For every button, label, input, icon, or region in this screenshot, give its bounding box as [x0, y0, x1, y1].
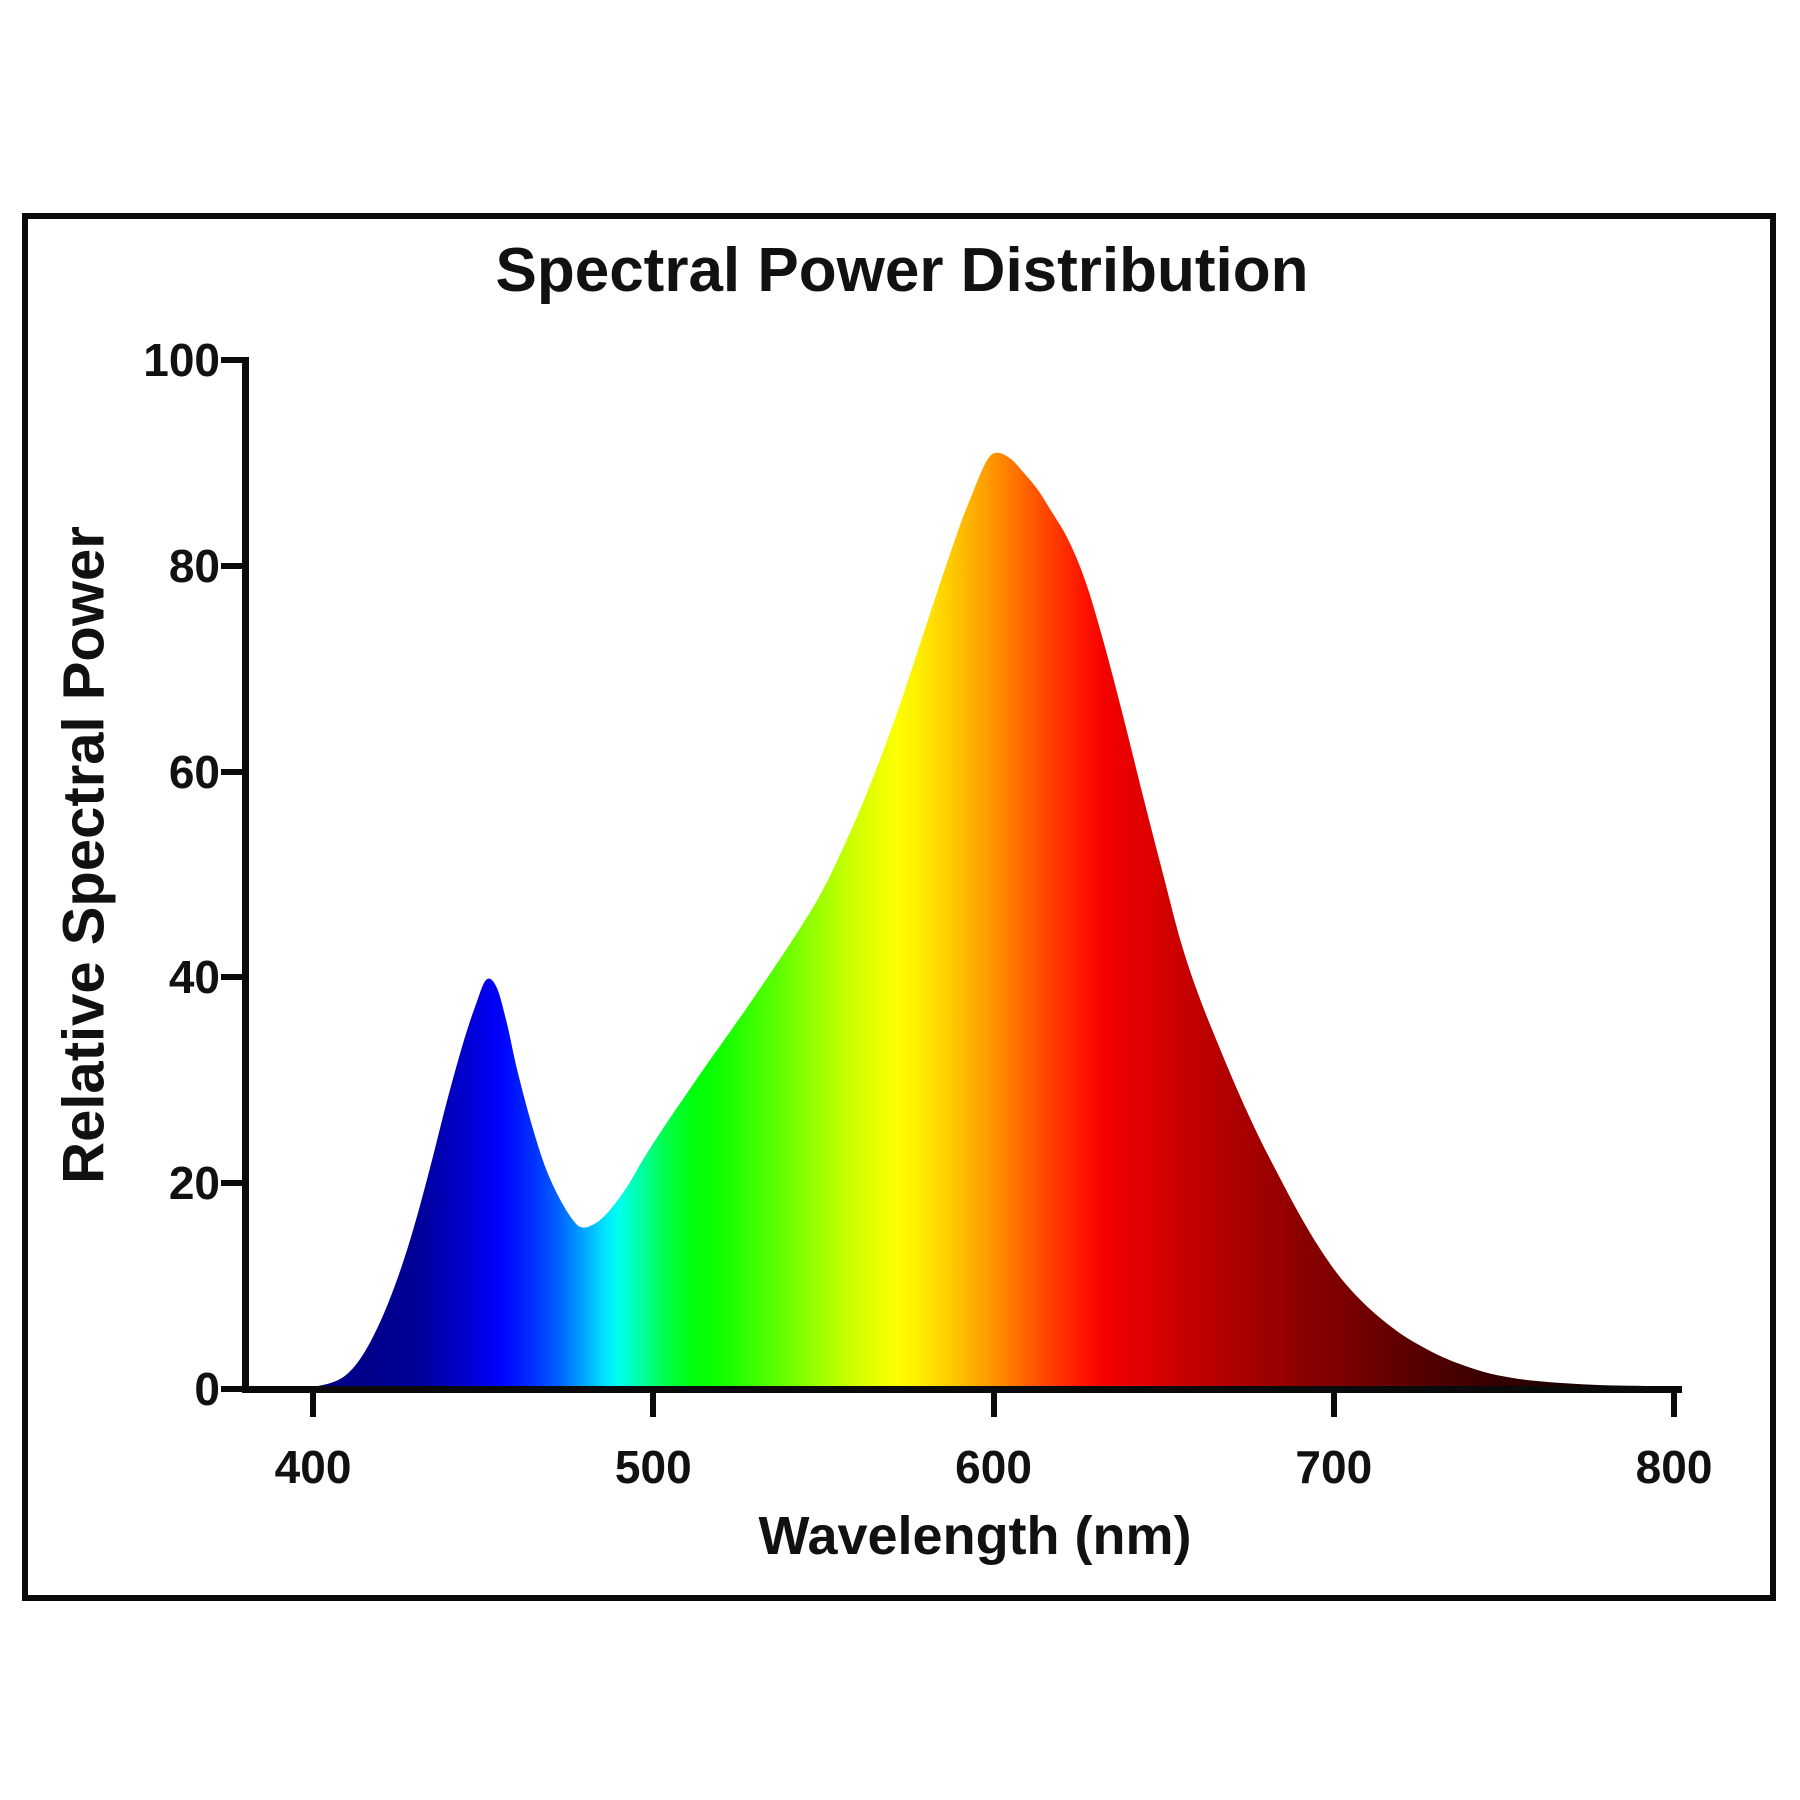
y-tick-label: 60 [168, 745, 220, 798]
y-tick-label: 20 [168, 1157, 220, 1210]
y-tick-mark [221, 1180, 243, 1187]
x-tick-label: 400 [274, 1441, 352, 1493]
x-tick-mark [650, 1393, 657, 1417]
spd-curve-fill [245, 452, 1674, 1390]
x-tick-mark [1330, 1393, 1337, 1417]
y-tick-mark [221, 357, 243, 363]
y-tick-mark [221, 974, 243, 981]
y-tick-label: 40 [168, 951, 220, 1004]
x-tick-mark [990, 1393, 997, 1417]
y-tick-mark [221, 562, 243, 569]
x-tick-label: 600 [955, 1441, 1032, 1493]
spd-area-chart [245, 452, 1674, 1390]
y-tick-label: 80 [168, 539, 220, 592]
chart-title: Spectral Power Distribution [495, 236, 1309, 305]
y-tick-label: 100 [143, 334, 220, 386]
y-tick-mark [221, 768, 243, 775]
x-tick-mark [1671, 1393, 1678, 1417]
y-axis-line [242, 357, 249, 1393]
y-tick-mark [221, 1386, 243, 1392]
x-tick-mark [310, 1393, 317, 1417]
y-axis-label: Relative Spectral Power [51, 526, 117, 1184]
x-tick-label: 500 [614, 1441, 692, 1493]
x-axis-label: Wavelength (nm) [758, 1506, 1192, 1566]
x-axis-line [242, 1386, 1682, 1393]
x-tick-label: 800 [1635, 1441, 1713, 1493]
x-tick-label: 700 [1295, 1441, 1373, 1493]
y-tick-label: 0 [194, 1363, 220, 1415]
